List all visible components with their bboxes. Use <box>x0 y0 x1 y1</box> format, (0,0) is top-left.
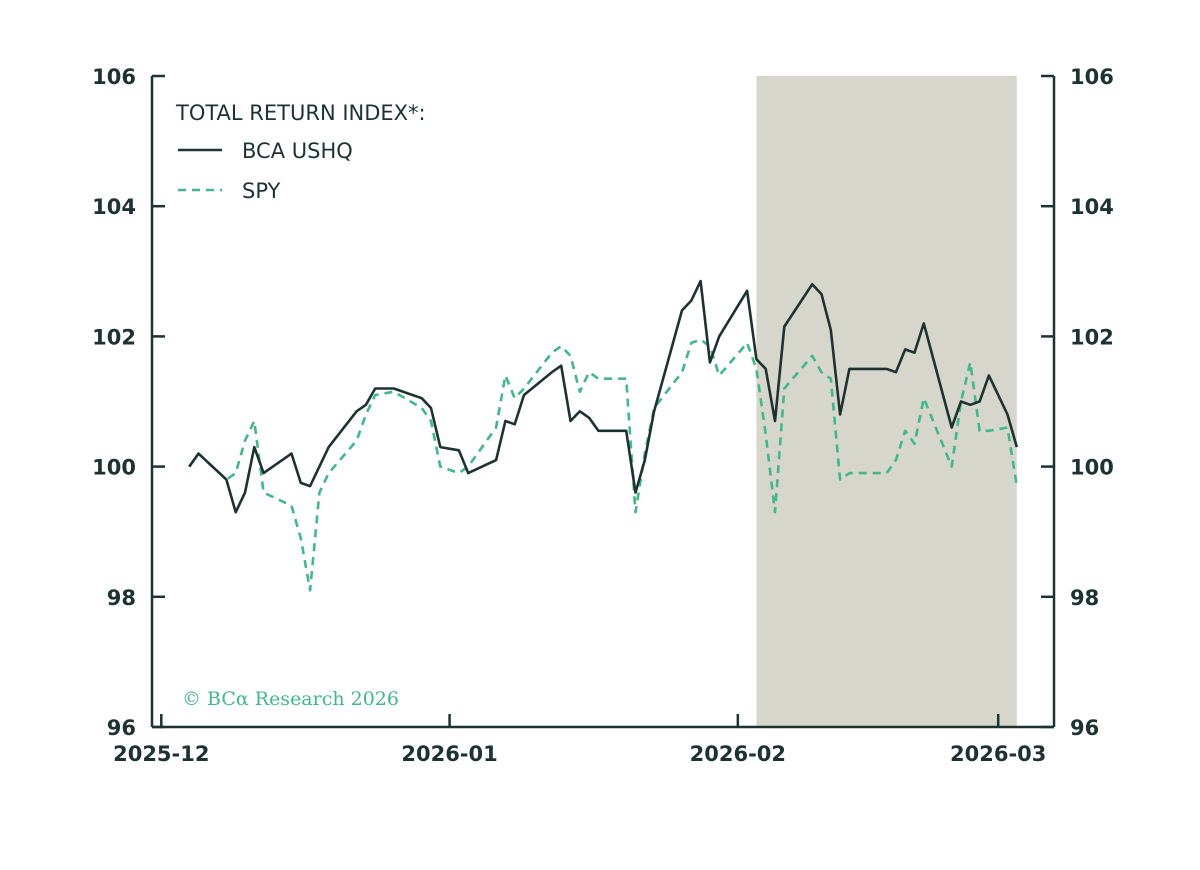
left-y-tick-label: 102 <box>92 325 136 349</box>
x-tick-label: 2026-01 <box>401 742 497 766</box>
legend-label-spy: SPY <box>242 179 281 203</box>
right-y-tick-label: 96 <box>1070 716 1099 740</box>
right-y-tick-label: 106 <box>1070 65 1114 89</box>
axis-frame <box>150 74 1056 729</box>
right-y-tick-label: 104 <box>1070 195 1114 219</box>
left-y-tick-label: 100 <box>92 456 136 480</box>
legend-label-bca-ushq: BCA USHQ <box>242 139 353 163</box>
legend-title: TOTAL RETURN INDEX*: <box>175 101 426 125</box>
copyright-credit: © BCα Research 2026 <box>182 688 399 710</box>
x-tick-label: 2026-02 <box>690 742 786 766</box>
right-y-tick-label: 98 <box>1070 586 1099 610</box>
left-y-tick-label: 96 <box>107 716 136 740</box>
legend: TOTAL RETURN INDEX*: BCA USHQ SPY <box>175 101 426 203</box>
x-tick-label: 2025-12 <box>113 742 209 766</box>
left-y-tick-label: 106 <box>92 65 136 89</box>
shaded-region <box>756 76 1017 727</box>
right-y-tick-label: 100 <box>1070 456 1114 480</box>
left-y-tick-label: 98 <box>107 586 136 610</box>
left-y-tick-label: 104 <box>92 195 136 219</box>
left-y-tick-labels: 96 98 100 102 104 106 <box>92 65 136 740</box>
series-line-spy <box>188 338 1019 592</box>
right-y-tick-label: 102 <box>1070 325 1114 349</box>
x-tick-labels: 2025-12 2026-01 2026-02 2026-03 <box>113 742 1046 766</box>
right-y-tick-labels: 96 98 100 102 104 106 <box>1070 65 1114 740</box>
series-line-bca-ushq <box>188 279 1019 514</box>
series-lines <box>188 279 1019 592</box>
x-tick-label: 2026-03 <box>950 742 1046 766</box>
